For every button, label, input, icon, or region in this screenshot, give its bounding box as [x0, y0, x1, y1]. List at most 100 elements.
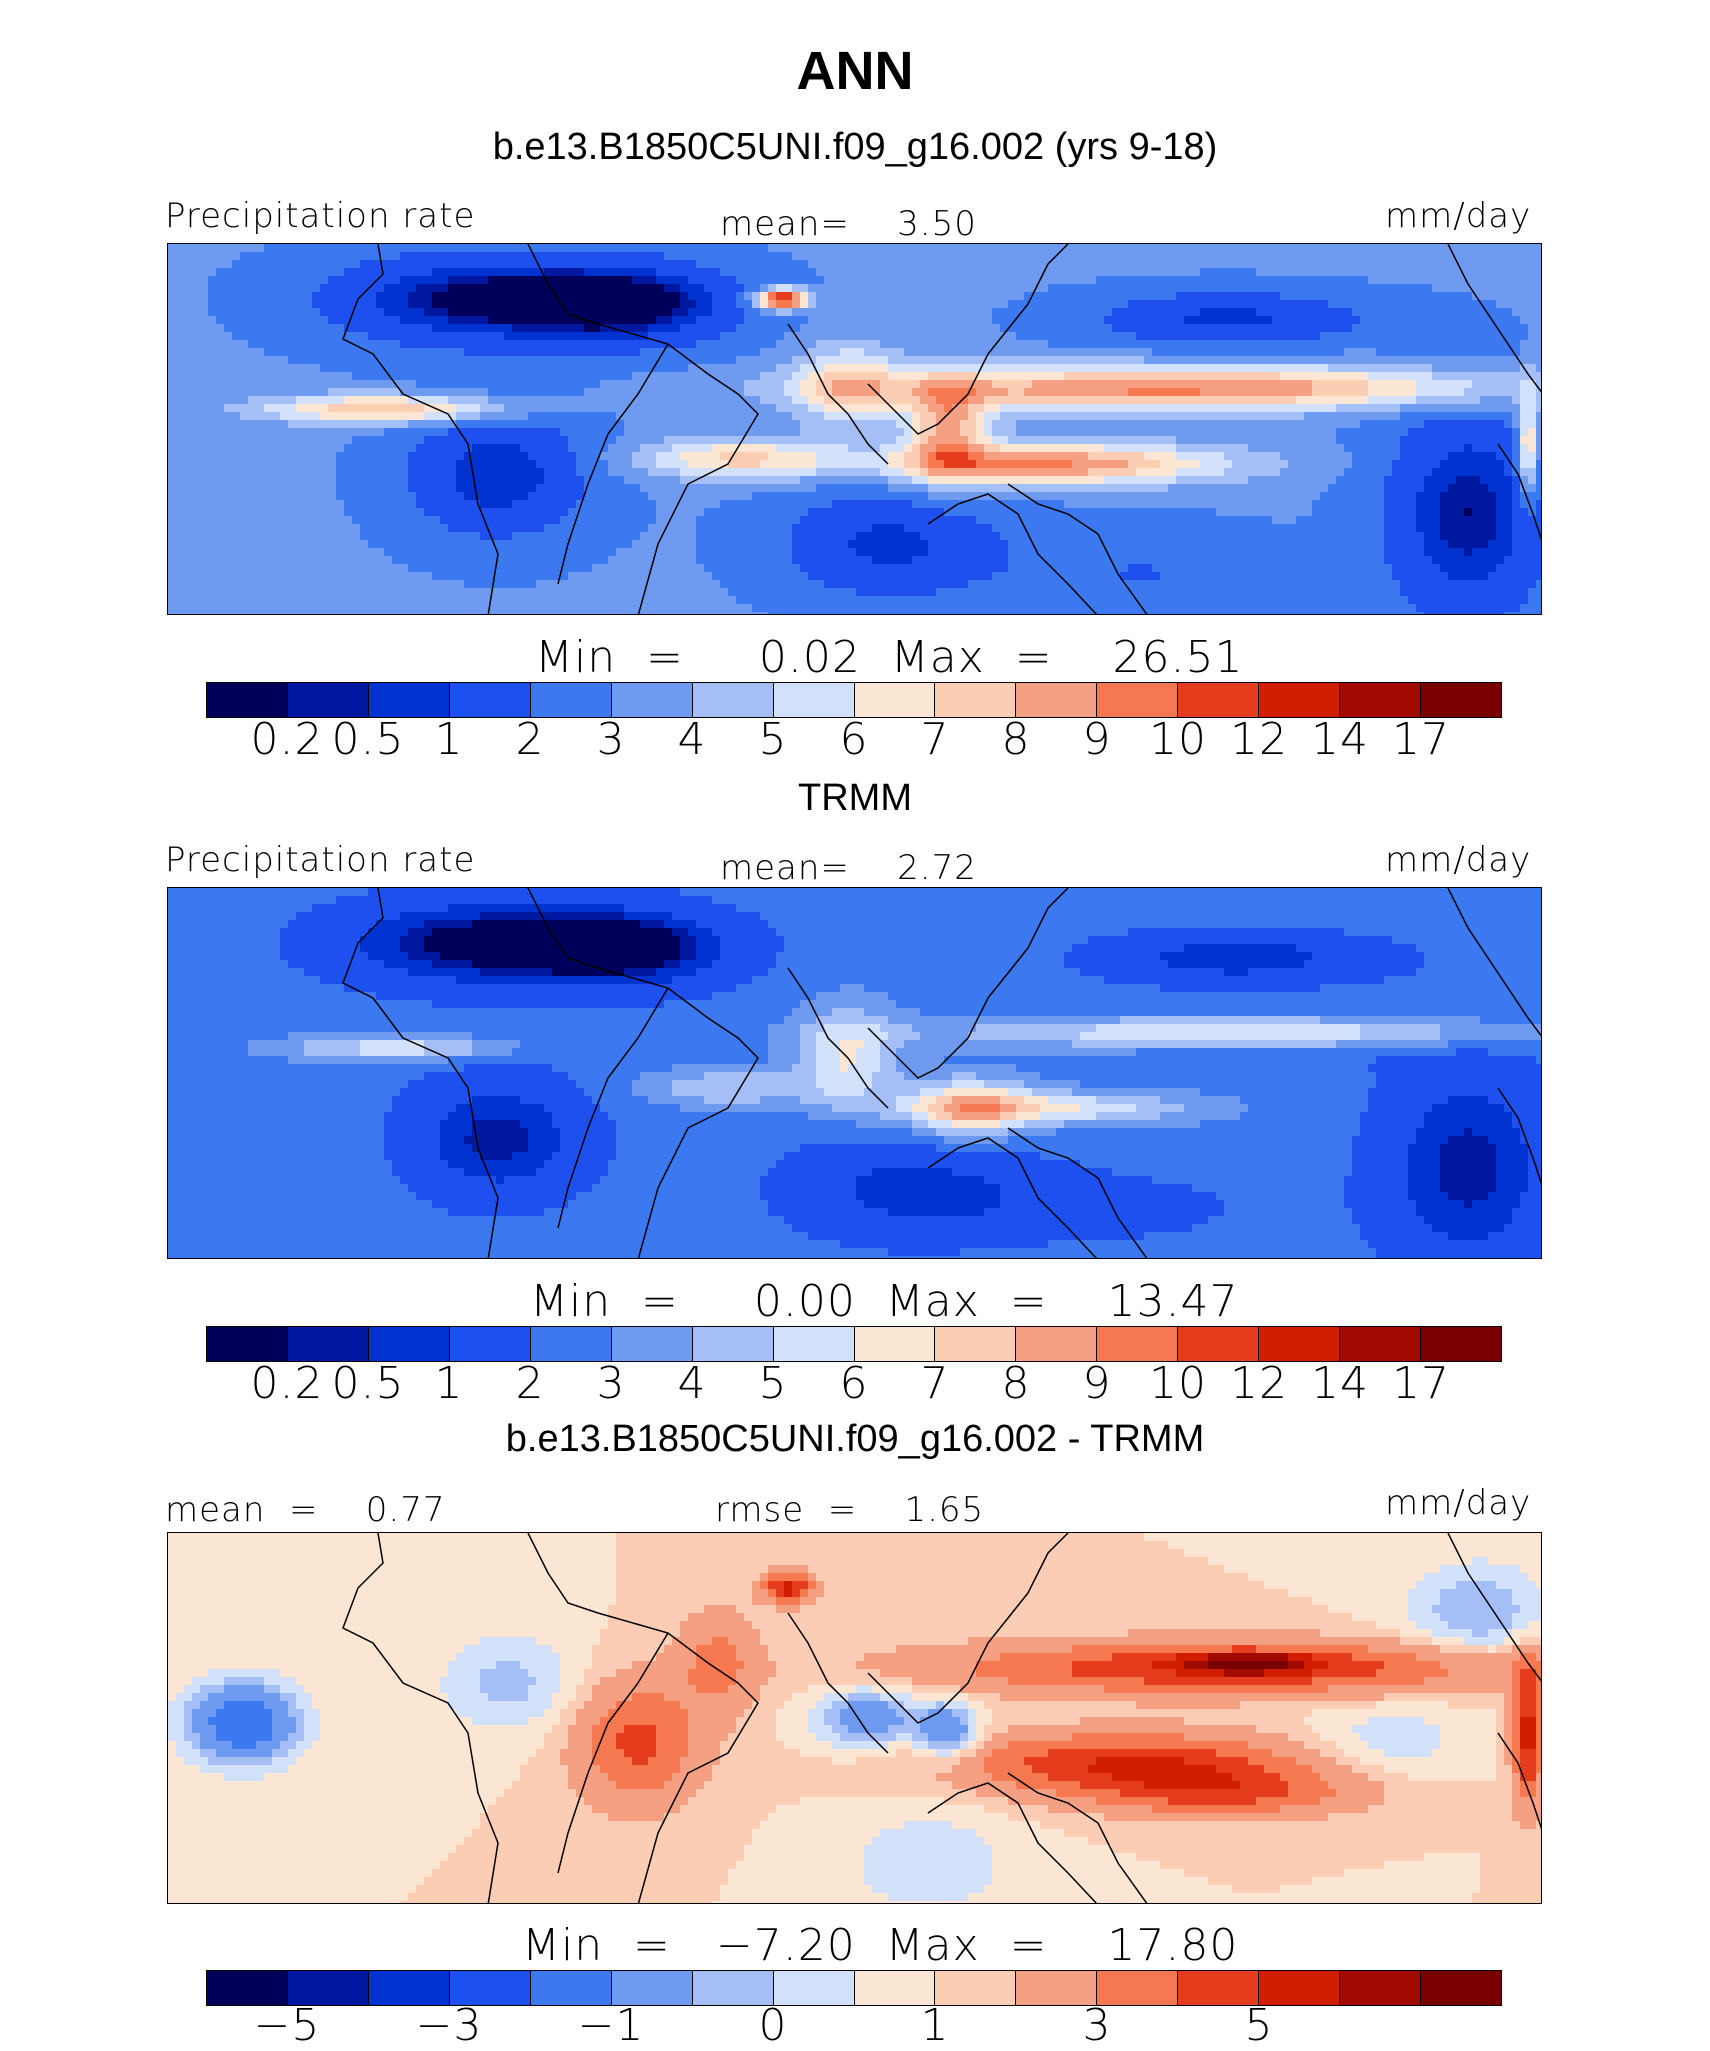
colorbar-swatch [207, 1327, 288, 1361]
colorbar-tick-label: 14 [1311, 714, 1369, 765]
colorbar-swatch [1340, 683, 1422, 717]
panel-3-colorbar [206, 1970, 1502, 2006]
panel-3-units-label: mm/day [1385, 1483, 1531, 1523]
colorbar-swatch [854, 683, 936, 717]
panel-1-minmax: Min = 0.02 Max = 26.51 [535, 632, 1244, 683]
colorbar-swatch [207, 683, 288, 717]
colorbar-swatch [692, 1971, 774, 2005]
colorbar-tick-label: 6 [840, 714, 869, 765]
panel-3-map [167, 1532, 1542, 1904]
colorbar-swatch [611, 683, 693, 717]
colorbar-tick-label: 5 [759, 1358, 788, 1409]
colorbar-swatch [1421, 1327, 1501, 1361]
colorbar-swatch [854, 1327, 936, 1361]
colorbar-swatch [1097, 1327, 1179, 1361]
colorbar-swatch [287, 683, 369, 717]
colorbar-tick-label: 6 [840, 1358, 869, 1409]
colorbar-swatch [1340, 1971, 1422, 2005]
colorbar-tick-label: 17 [1392, 714, 1450, 765]
colorbar-swatch [773, 1971, 855, 2005]
panel-1-units-label: mm/day [1385, 196, 1531, 236]
colorbar-tick-label: 0.5 [332, 714, 405, 765]
colorbar-swatch [1340, 1327, 1422, 1361]
colorbar-tick-label: −3 [416, 2000, 483, 2051]
colorbar-tick-label: 2 [516, 714, 545, 765]
colorbar-swatch [692, 1327, 774, 1361]
colorbar-swatch [1259, 683, 1341, 717]
panel-3-rmse-label: rmse = 1.65 [715, 1490, 984, 1530]
colorbar-swatch [368, 1327, 450, 1361]
colorbar-swatch [287, 1971, 369, 2005]
panel-2-units-label: mm/day [1385, 840, 1531, 880]
colorbar-swatch [935, 1327, 1017, 1361]
panel-2-left-label: Precipitation rate [165, 840, 475, 880]
colorbar-swatch [287, 1327, 369, 1361]
panel-1-map-svg [168, 244, 1541, 614]
colorbar-tick-label: 10 [1149, 714, 1207, 765]
colorbar-tick-label: 9 [1083, 714, 1112, 765]
colorbar-tick-label: 3 [1083, 2000, 1112, 2051]
colorbar-tick-label: 0.2 [251, 1358, 324, 1409]
panel-3-colorbar-ticks: −5 −3 −1 0 1 3 5 [0, 2000, 1710, 2051]
panel-1-map [167, 243, 1542, 615]
colorbar-tick-label: 7 [921, 1358, 950, 1409]
colorbar-tick-label: 1 [921, 2000, 950, 2051]
panel-3-mean-label: mean = 0.77 [165, 1490, 445, 1530]
panel-1-colorbar-ticks: 0.2 0.5 1 2 3 4 5 6 7 8 9 10 12 14 17 [0, 714, 1710, 774]
colorbar-tick-label: 8 [1002, 714, 1031, 765]
colorbar-swatch [611, 1327, 693, 1361]
colorbar-tick-label: 9 [1083, 1358, 1112, 1409]
colorbar-tick-label: 5 [759, 714, 788, 765]
colorbar-tick-label: 7 [921, 714, 950, 765]
colorbar-swatch [449, 683, 531, 717]
colorbar-swatch [1016, 683, 1098, 717]
colorbar-swatch [368, 683, 450, 717]
panel-2-colorbar [206, 1326, 1502, 1362]
colorbar-swatch [773, 1327, 855, 1361]
colorbar-swatch [1097, 1971, 1179, 2005]
panel-1-left-label: Precipitation rate [165, 196, 475, 236]
colorbar-tick-label: 0 [759, 2000, 788, 2051]
panel-2-mean-label: mean= 2.72 [720, 848, 977, 888]
colorbar-swatch [530, 1971, 612, 2005]
colorbar-swatch [368, 1971, 450, 2005]
colorbar-swatch [449, 1327, 531, 1361]
panel-3-map-svg [168, 1533, 1541, 1903]
colorbar-tick-label: 3 [597, 714, 626, 765]
colorbar-swatch [1421, 683, 1501, 717]
colorbar-swatch [773, 683, 855, 717]
colorbar-tick-label: −5 [254, 2000, 321, 2051]
colorbar-swatch [530, 683, 612, 717]
colorbar-swatch [692, 683, 774, 717]
colorbar-swatch [935, 683, 1017, 717]
colorbar-swatch [1016, 1327, 1098, 1361]
panel-2-title: TRMM [0, 777, 1710, 820]
figure-title: ANN [0, 40, 1710, 102]
panel-2-colorbar-ticks: 0.2 0.5 1 2 3 4 5 6 7 8 9 10 12 14 17 [0, 1358, 1710, 1418]
colorbar-tick-label: 17 [1392, 1358, 1450, 1409]
colorbar-swatch [854, 1971, 936, 2005]
colorbar-tick-label: 4 [678, 714, 707, 765]
panel-1-colorbar [206, 682, 1502, 718]
panel-2-minmax: Min = 0.00 Max = 13.47 [530, 1276, 1239, 1327]
colorbar-tick-label: 12 [1230, 714, 1288, 765]
colorbar-tick-label: 5 [1245, 2000, 1274, 2051]
colorbar-swatch [207, 1971, 288, 2005]
colorbar-tick-label: 1 [435, 714, 464, 765]
colorbar-swatch [1259, 1327, 1341, 1361]
colorbar-swatch [611, 1971, 693, 2005]
colorbar-swatch [1421, 1971, 1501, 2005]
colorbar-tick-label: 0.5 [332, 1358, 405, 1409]
colorbar-swatch [1178, 683, 1260, 717]
colorbar-swatch [1016, 1971, 1098, 2005]
colorbar-swatch [1178, 1971, 1260, 2005]
colorbar-swatch [1259, 1971, 1341, 2005]
colorbar-swatch [1178, 1327, 1260, 1361]
panel-3-minmax: Min = −7.20 Max = 17.80 [522, 1920, 1238, 1971]
colorbar-swatch [1097, 683, 1179, 717]
colorbar-swatch [530, 1327, 612, 1361]
colorbar-tick-label: 10 [1149, 1358, 1207, 1409]
colorbar-tick-label: 3 [597, 1358, 626, 1409]
panel-1-title: b.e13.B1850C5UNI.f09_g16.002 (yrs 9-18) [0, 126, 1710, 169]
panel-2-map-svg [168, 888, 1541, 1258]
